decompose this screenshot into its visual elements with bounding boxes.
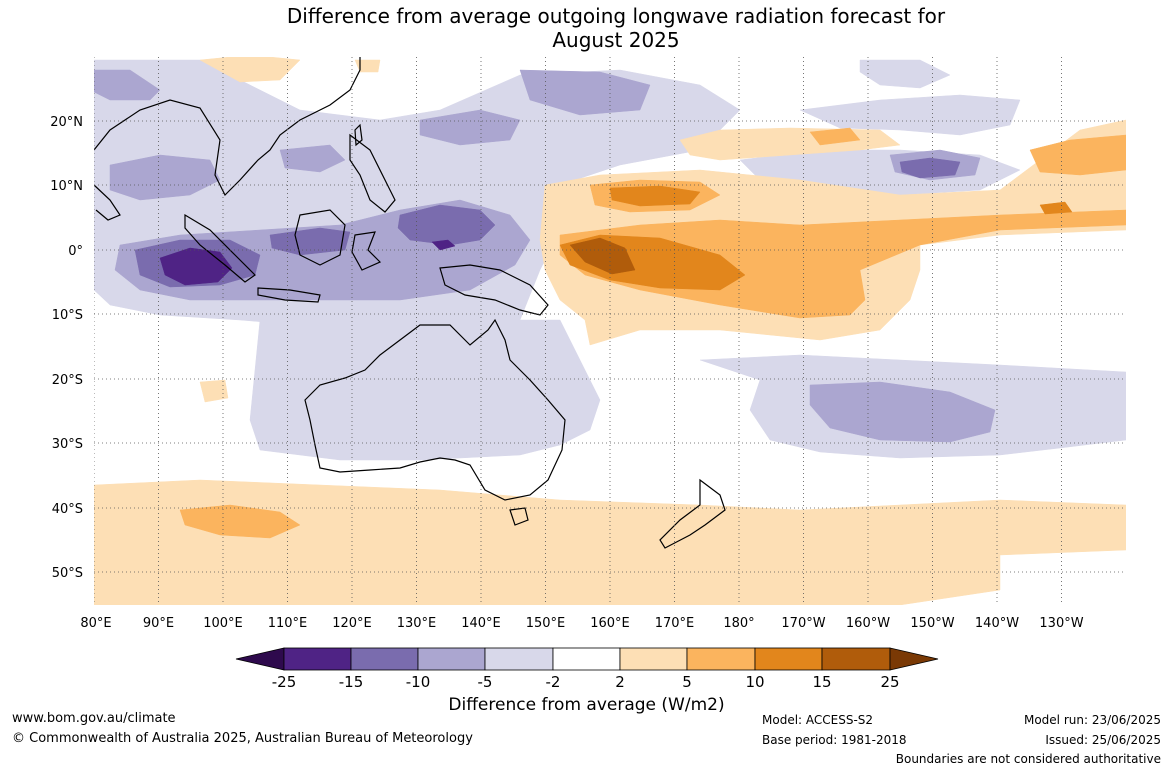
colorbar-tick: -15	[339, 673, 364, 691]
colorbar-label-wrap: Difference from average (W/m2)	[0, 695, 1173, 715]
colorbar-segment-pos15-pos25	[821, 647, 891, 671]
footer-base-period: Base period: 1981-2018	[762, 733, 907, 747]
asia-coast	[94, 57, 361, 197]
coastlines	[94, 57, 726, 549]
sumatra-coast	[184, 213, 256, 283]
footer-model: Model: ACCESS-S2	[762, 713, 874, 727]
lon-label: 170°W	[781, 616, 825, 631]
colorbar-ticks: -25 -15 -10 -5 -2 2 5 10 15 25	[272, 673, 900, 691]
colorbar-tick: 2	[615, 673, 625, 691]
anomaly-band-pos15	[569, 237, 636, 275]
sulawesi-coast	[351, 231, 382, 271]
footer-model-run: Model run: 23/06/2025	[1023, 713, 1161, 727]
anomaly-band-neg15	[159, 239, 456, 286]
footer-issued: Issued: 25/06/2025	[1045, 733, 1161, 747]
taiwan-coast	[354, 123, 363, 147]
tasmania-coast	[509, 507, 529, 526]
australia-coast	[304, 318, 566, 501]
colorbar-label: Difference from average (W/m2)	[448, 695, 725, 715]
colorbar-segment-pos10-pos15	[754, 647, 823, 671]
colorbar-segment-neg5-neg2	[484, 647, 554, 671]
colorbar-tick: 10	[745, 673, 764, 691]
colorbar-tick: 5	[682, 673, 692, 691]
lon-label: 180°	[723, 616, 754, 631]
borneo-coast	[294, 209, 346, 266]
chart-title: Difference from average outgoing longwav…	[0, 4, 1173, 52]
lat-label: 0°	[68, 244, 83, 259]
colorbar-segment-neg15-neg10	[350, 647, 419, 671]
lat-label: 20°S	[52, 373, 83, 388]
new-zealand-coast	[659, 478, 726, 549]
lat-label: 40°S	[52, 502, 83, 517]
colorbar-tick: -5	[478, 673, 493, 691]
colorbar-segment-neg10-neg5	[417, 647, 486, 671]
lon-label: 80°E	[80, 616, 111, 631]
lon-label: 100°E	[203, 616, 243, 631]
colorbar	[235, 647, 939, 671]
colorbar-segment-neg25-neg15	[283, 647, 352, 671]
colorbar-tick: -10	[406, 673, 431, 691]
philippines-coast	[349, 133, 396, 213]
india-coast	[94, 184, 121, 221]
colorbar-tick: 25	[880, 673, 899, 691]
lon-label: 150°E	[526, 616, 566, 631]
lat-label: 10°S	[52, 308, 83, 323]
lon-label: 150°W	[910, 616, 954, 631]
lon-label: 140°E	[461, 616, 501, 631]
lon-label: 130°E	[397, 616, 437, 631]
colorbar-segment-pos5-pos10	[686, 647, 756, 671]
footer-copyright: © Commonwealth of Australia 2025, Austra…	[12, 731, 473, 746]
lat-label: 50°S	[52, 566, 83, 581]
lon-label: 90°E	[143, 616, 174, 631]
colorbar-tick: -2	[546, 673, 561, 691]
colorbar-segment-pos2-pos5	[619, 647, 688, 671]
lat-label: 20°N	[50, 115, 83, 130]
colorbar-tick: -25	[272, 673, 297, 691]
lon-label: 160°E	[590, 616, 630, 631]
title-line-1: Difference from average outgoing longwav…	[286, 4, 946, 28]
footer-disclaimer: Boundaries are not considered authoritat…	[895, 752, 1161, 766]
footer-url[interactable]: www.bom.gov.au/climate	[12, 711, 176, 726]
lon-label: 160°W	[846, 616, 890, 631]
lat-label: 10°N	[50, 179, 83, 194]
java-coast	[257, 287, 321, 303]
latitude-labels: 20°N 10°N 0° 10°S 20°S 30°S 40°S 50°S	[50, 115, 83, 581]
colorbar-segment-gt-pos25	[889, 647, 939, 671]
new-guinea-coast	[439, 264, 549, 316]
lon-label: 120°E	[332, 616, 372, 631]
lon-label: 140°W	[975, 616, 1019, 631]
colorbar-segment-neg2-pos2	[552, 647, 621, 671]
anomaly-field	[94, 57, 1126, 605]
longitude-labels: 80°E 90°E 100°E 110°E 120°E 130°E 140°E …	[80, 616, 1083, 631]
title-line-2: August 2025	[552, 28, 680, 52]
colorbar-tick: 15	[812, 673, 831, 691]
gridlines	[94, 57, 1126, 605]
lon-label: 170°E	[655, 616, 695, 631]
lon-label: 110°E	[268, 616, 308, 631]
colorbar-segment-lt-neg25	[235, 647, 285, 671]
lat-label: 30°S	[52, 437, 83, 452]
lon-label: 130°W	[1039, 616, 1083, 631]
